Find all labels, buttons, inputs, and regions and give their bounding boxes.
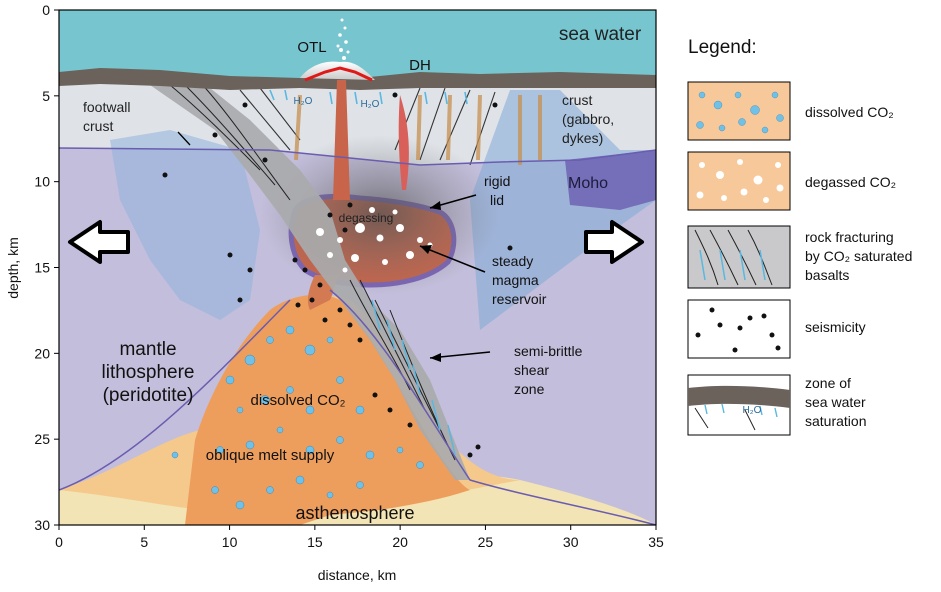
legend-label-sea-water-line1: zone of	[805, 375, 851, 391]
h2o-label-1: H₂O	[294, 96, 313, 107]
y-tick-label: 10	[34, 174, 50, 190]
legend-title: Legend:	[688, 37, 757, 58]
x-tick-label: 5	[140, 534, 148, 550]
y-axis-ticks: 0 5 10 15 20 25 30	[34, 2, 59, 533]
shear-zone-pointer-head	[430, 353, 441, 362]
mantle-label-line1: mantle	[119, 339, 176, 360]
crust-label-line3: dykes)	[562, 130, 603, 146]
y-tick-label: 0	[42, 2, 50, 18]
y-tick-label: 30	[34, 517, 50, 533]
footwall-arrow	[177, 131, 191, 146]
fracturing-arrows	[371, 299, 456, 456]
rigid-lid-label-line2: lid	[490, 192, 504, 208]
x-tick-label: 25	[478, 534, 494, 550]
legend-label-sea-water-line2: sea water	[805, 394, 866, 410]
rigid-lid-pointer-head	[430, 201, 441, 210]
footwall-blue-zone	[110, 130, 260, 320]
footwall-label-line2: crust	[83, 118, 113, 134]
x-tick-label: 10	[222, 534, 238, 550]
x-axis-label: distance, km	[318, 567, 397, 583]
dissolved-co2-label: dissolved CO₂	[250, 392, 345, 409]
x-axis-ticks: 0 5 10 15 20 25 30 35	[55, 525, 664, 550]
reservoir-label-line1: steady	[492, 253, 533, 269]
crust-dykes	[294, 94, 542, 165]
legend-h2o: H₂O	[743, 405, 762, 416]
melt-boundary-right	[329, 289, 656, 525]
shear-zone-label-line3: zone	[514, 381, 545, 397]
legend-swatch-dissolved	[687, 81, 791, 141]
rigid-lid-label-line1: rigid	[484, 173, 510, 189]
dh-label: DH	[409, 57, 431, 74]
left-extension-arrow	[68, 220, 130, 264]
x-tick-label: 15	[307, 534, 323, 550]
reservoir-pointer	[419, 245, 486, 273]
legend-label-dissolved: dissolved CO₂	[805, 104, 894, 120]
moho-band	[565, 150, 656, 210]
x-tick-label: 35	[648, 534, 664, 550]
mantle-label-line3: (peridotite)	[103, 385, 194, 406]
y-axis-label: depth, km	[5, 237, 21, 298]
y-tick-label: 25	[34, 431, 50, 447]
legend-swatch-sea-water: H₂O	[687, 374, 791, 436]
oblique-melt-label: oblique melt supply	[206, 447, 335, 464]
legend-swatch-fracturing	[687, 225, 791, 289]
reservoir-label-line3: reservoir	[492, 291, 547, 307]
x-tick-label: 20	[392, 534, 408, 550]
legend-swatch-seismicity	[687, 299, 791, 359]
reservoir-label-line2: magma	[492, 272, 539, 288]
y-tick-label: 5	[42, 88, 50, 104]
crust-faults	[239, 87, 496, 166]
legend-swatch-degassed	[687, 151, 791, 211]
legend-label-degassed: degassed CO₂	[805, 174, 896, 190]
dissolved-bubbles	[171, 325, 424, 510]
sea-water-label: sea water	[559, 24, 642, 45]
water-arrows	[269, 89, 468, 105]
y-tick-label: 20	[34, 345, 50, 361]
plume	[336, 18, 350, 60]
feeder-conduit	[333, 80, 350, 200]
crust-label-line1: crust	[562, 92, 592, 108]
mantle-label-line2: lithosphere	[102, 362, 195, 383]
vent-lava	[304, 66, 373, 82]
x-tick-label: 30	[563, 534, 579, 550]
legend-label-fracturing-line1: rock fracturing	[805, 229, 894, 245]
legend-label-sea-water-line3: saturation	[805, 413, 866, 429]
dissolved-co2-region	[185, 294, 470, 525]
dh-dyke	[398, 95, 409, 190]
otl-label: OTL	[297, 39, 326, 56]
seismicity-dots	[162, 92, 513, 458]
degassing-label: degassing	[339, 211, 394, 225]
moho-line	[59, 147, 656, 166]
legend-label-fracturing-line2: by CO₂ saturated	[805, 248, 912, 264]
melt-boundary-left	[59, 299, 291, 491]
plot-area	[59, 10, 656, 525]
shear-zone-fractures	[169, 81, 456, 461]
shear-zone	[150, 80, 470, 480]
x-tick-label: 0	[55, 534, 63, 550]
degassed-bubbles	[316, 207, 433, 273]
crust-blue-zone	[470, 90, 656, 330]
y-tick-label: 15	[34, 260, 50, 276]
footwall-label-line1: footwall	[83, 99, 130, 115]
asthenosphere-label: asthenosphere	[295, 503, 414, 523]
h2o-label-2: H₂O	[361, 99, 380, 110]
shear-zone-label-line2: shear	[514, 362, 549, 378]
crust-label-line2: (gabbro,	[562, 111, 614, 127]
right-extension-arrow	[584, 220, 644, 264]
reservoir-pointer-head	[420, 245, 432, 254]
shear-zone-label-line1: semi-brittle	[514, 343, 583, 359]
moho-label: Moho	[568, 175, 608, 192]
legend-label-seismicity: seismicity	[805, 319, 866, 335]
legend-label-fracturing-line3: basalts	[805, 267, 849, 283]
